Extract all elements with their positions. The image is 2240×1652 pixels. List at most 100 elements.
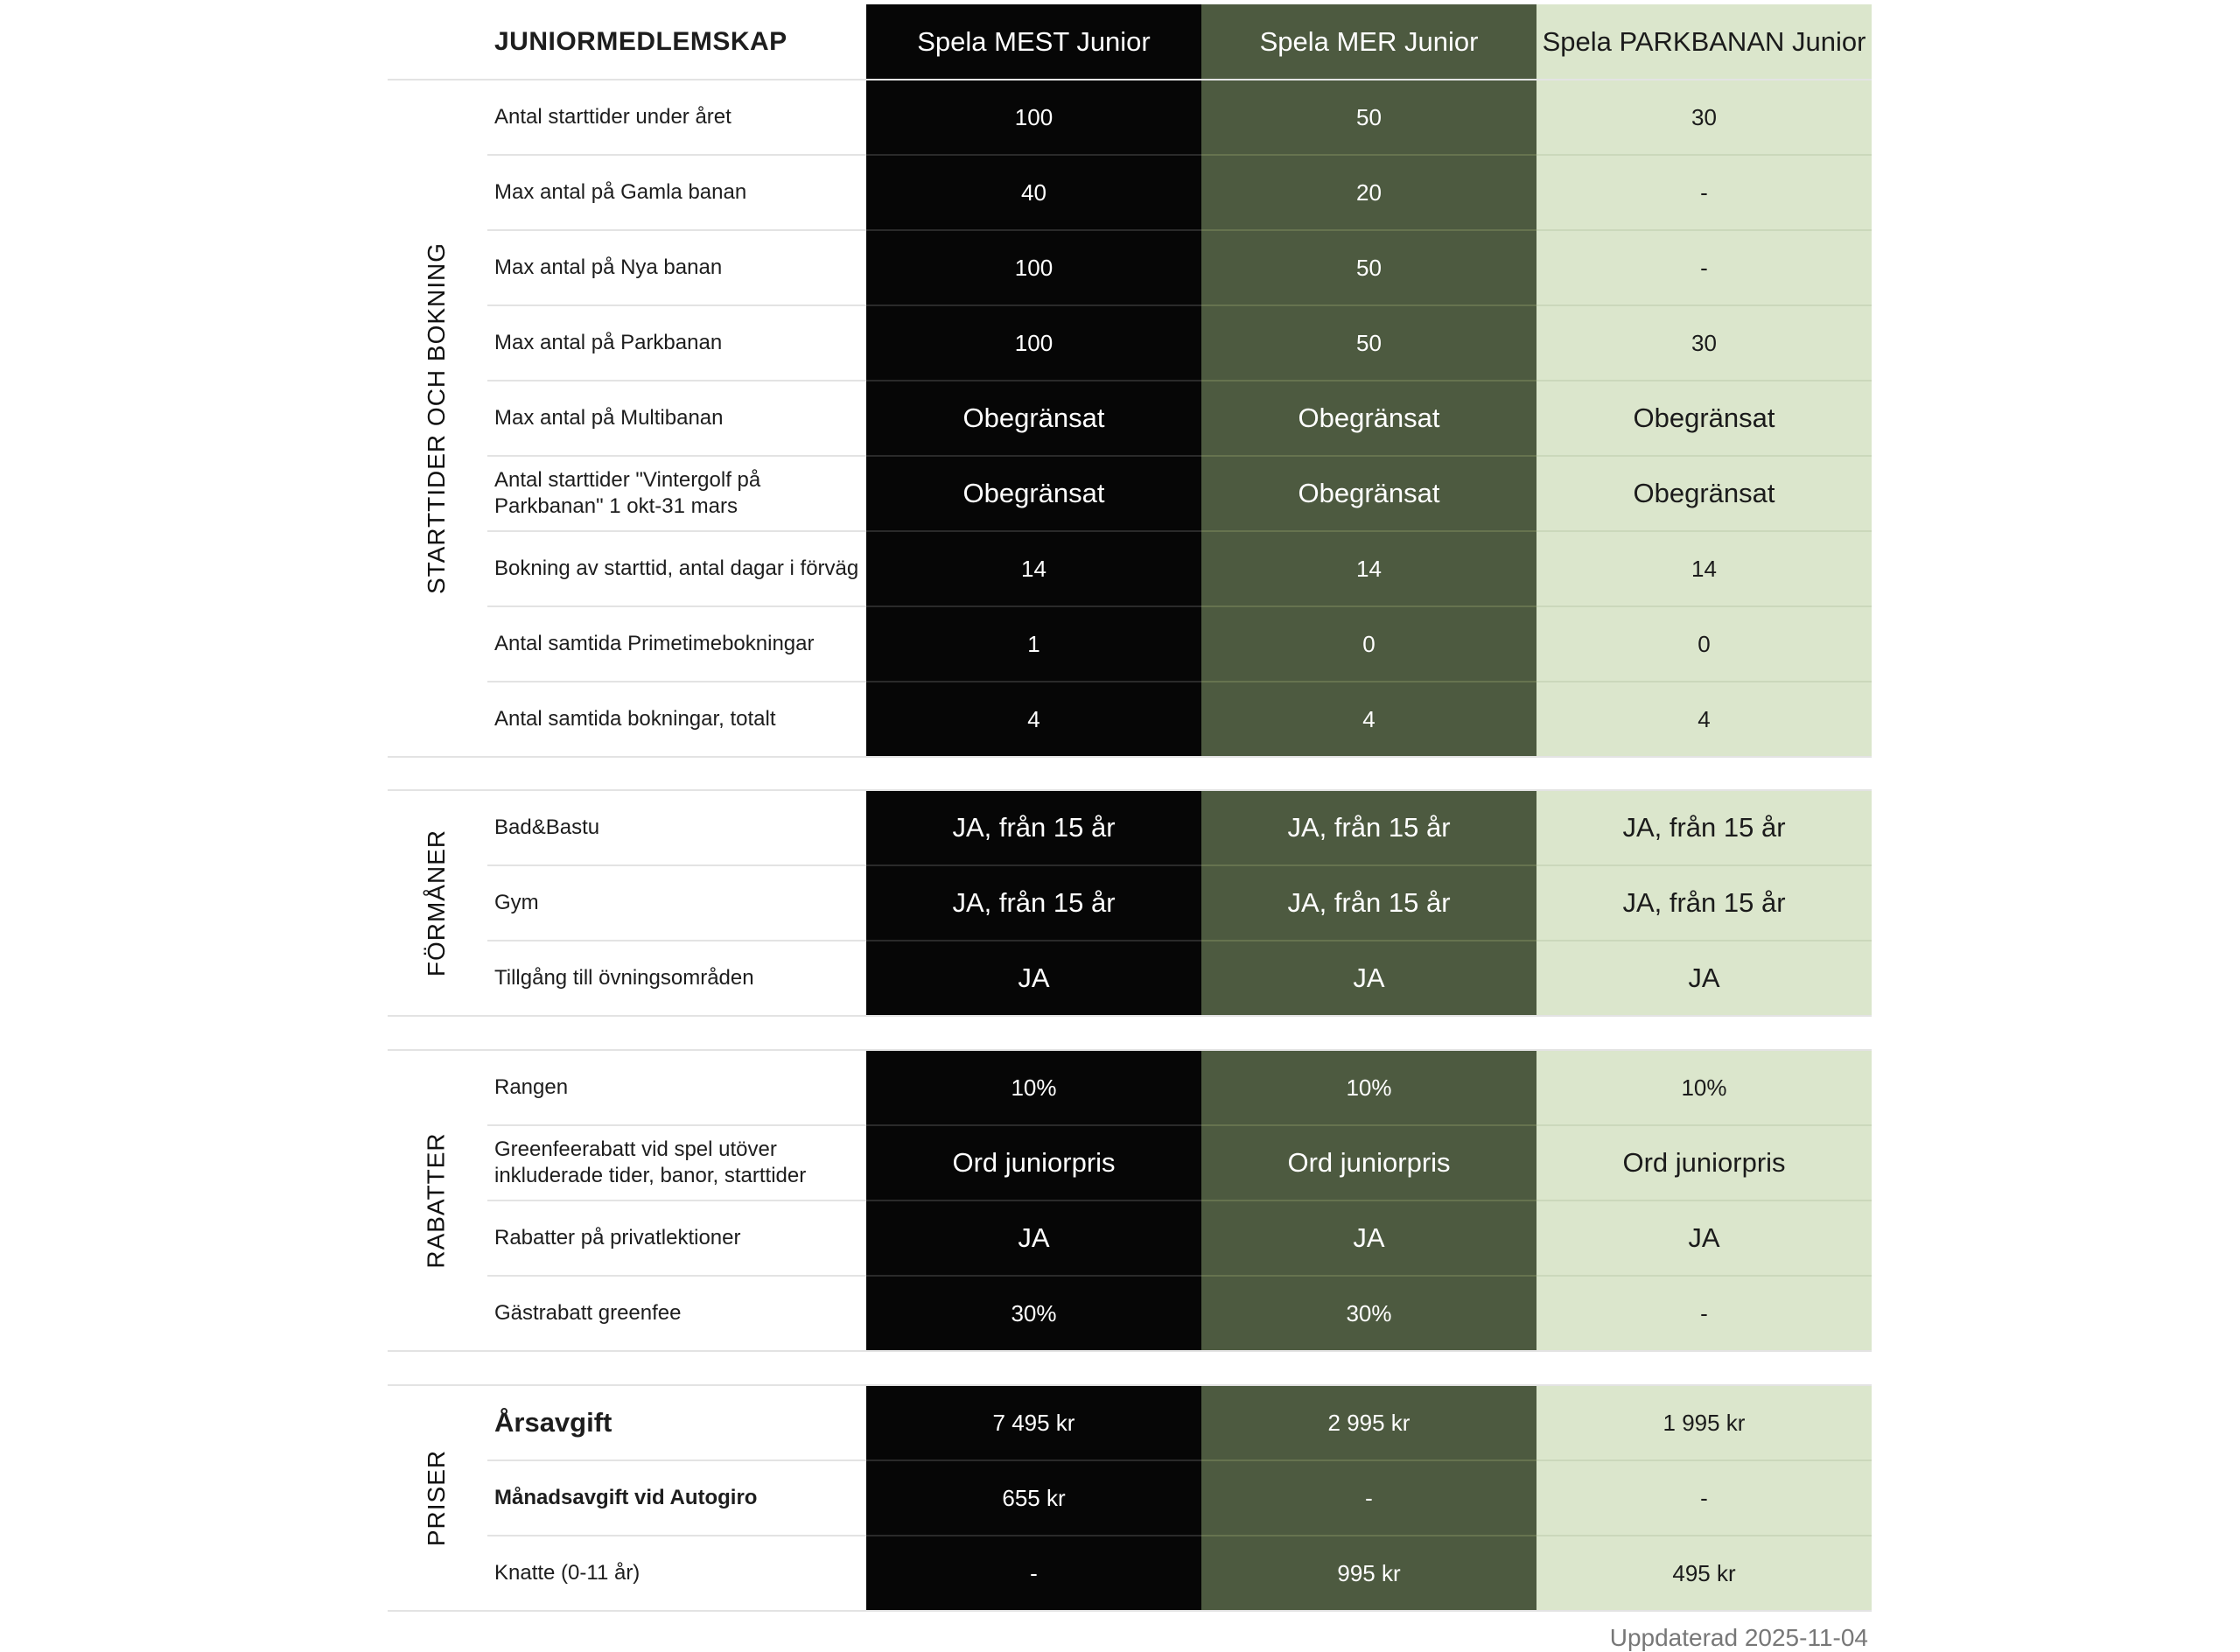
row-divider bbox=[1536, 864, 1872, 866]
row-divider bbox=[1201, 530, 1536, 532]
table-cell: 995 kr bbox=[1337, 1559, 1401, 1586]
section-label-text: FÖRMÅNER bbox=[423, 829, 451, 977]
section-label: FÖRMÅNER bbox=[388, 790, 486, 1016]
row-divider bbox=[1201, 455, 1536, 457]
table-cell: 100 bbox=[1014, 254, 1054, 281]
table-cell: JA bbox=[1688, 1222, 1720, 1253]
row-divider bbox=[1201, 1275, 1536, 1277]
row-divider bbox=[866, 1275, 1201, 1277]
table-cell: 30 bbox=[1691, 329, 1717, 356]
section-label-text: RABATTER bbox=[423, 1132, 450, 1269]
row-divider bbox=[487, 606, 866, 607]
section-border bbox=[388, 1350, 1872, 1352]
row-divider bbox=[487, 229, 866, 231]
column-header: Spela MEST Junior bbox=[917, 26, 1151, 57]
table-cell: 50 bbox=[1356, 254, 1382, 281]
table-cell: 2 995 kr bbox=[1327, 1409, 1410, 1436]
table-cell: 14 bbox=[1356, 555, 1382, 582]
row-divider bbox=[866, 530, 1201, 532]
column-block bbox=[1201, 4, 1536, 80]
table-cell: Obegränsat bbox=[962, 402, 1105, 433]
row-divider bbox=[487, 1200, 866, 1201]
table-cell: JA, från 15 år bbox=[952, 812, 1116, 843]
table-cell: 100 bbox=[1014, 103, 1054, 130]
row-divider bbox=[487, 154, 866, 156]
row-label: Rabatter på privatlektioner bbox=[494, 1226, 741, 1250]
row-divider bbox=[487, 1124, 866, 1126]
row-divider bbox=[1536, 304, 1872, 306]
table-cell: 30% bbox=[1011, 1299, 1057, 1326]
table-cell: 4 bbox=[1698, 705, 1711, 732]
section-border bbox=[388, 756, 1872, 758]
section-border bbox=[388, 1015, 1872, 1017]
table-cell: Ord juniorpris bbox=[952, 1147, 1116, 1178]
section-border bbox=[388, 1049, 1872, 1051]
section-border bbox=[388, 79, 1872, 80]
row-divider bbox=[1201, 681, 1536, 682]
table-cell: 4 bbox=[1027, 705, 1040, 732]
row-divider bbox=[1201, 1535, 1536, 1536]
row-divider bbox=[1536, 530, 1872, 532]
table-cell: 495 kr bbox=[1672, 1559, 1736, 1586]
table-title: JUNIORMEDLEMSKAP bbox=[494, 27, 788, 56]
row-divider bbox=[866, 154, 1201, 156]
table-cell: Obegränsat bbox=[1298, 402, 1440, 433]
row-divider bbox=[866, 1535, 1201, 1536]
row-label: Gym bbox=[494, 891, 539, 914]
table-cell: 50 bbox=[1356, 103, 1382, 130]
table-cell: - bbox=[1700, 1299, 1708, 1326]
row-label: Månadsavgift vid Autogiro bbox=[494, 1486, 758, 1509]
section-label-text: STARTTIDER OCH BOKNING bbox=[423, 242, 451, 595]
row-label: Antal starttider under året bbox=[494, 105, 732, 129]
row-label: Tillgång till övningsområden bbox=[494, 966, 754, 990]
row-divider bbox=[866, 304, 1201, 306]
row-divider bbox=[1201, 1124, 1536, 1126]
row-divider bbox=[487, 1275, 866, 1277]
row-label: Max antal på Nya banan bbox=[494, 256, 723, 279]
table-cell: Ord juniorpris bbox=[1622, 1147, 1786, 1178]
table-cell: - bbox=[1365, 1484, 1373, 1511]
table-cell: JA, från 15 år bbox=[1287, 812, 1451, 843]
updated-date: Uppdaterad 2025-11-04 bbox=[1609, 1624, 1868, 1651]
column-block bbox=[866, 80, 1201, 757]
row-label: Årsavgift bbox=[494, 1407, 612, 1438]
table-cell: JA, från 15 år bbox=[952, 887, 1116, 918]
row-divider bbox=[1536, 1460, 1872, 1461]
row-divider bbox=[866, 380, 1201, 382]
table-cell: 50 bbox=[1356, 329, 1382, 356]
section-border bbox=[388, 789, 1872, 791]
column-block bbox=[866, 4, 1201, 80]
section-label: STARTTIDER OCH BOKNING bbox=[388, 80, 486, 757]
section-border bbox=[388, 1610, 1872, 1612]
column-block bbox=[1536, 4, 1872, 80]
row-divider bbox=[487, 1460, 866, 1461]
row-divider bbox=[1201, 606, 1536, 607]
row-divider bbox=[866, 681, 1201, 682]
table-cell: JA bbox=[1688, 962, 1720, 993]
table-cell: - bbox=[1030, 1559, 1038, 1586]
table-cell: JA bbox=[1353, 1222, 1385, 1253]
table-cell: 20 bbox=[1356, 178, 1382, 206]
table-cell: JA, från 15 år bbox=[1622, 812, 1786, 843]
column-block bbox=[1536, 1385, 1872, 1611]
table-cell: Obegränsat bbox=[1633, 478, 1775, 508]
table-cell: 0 bbox=[1698, 630, 1711, 657]
row-label: Max antal på Parkbanan bbox=[494, 331, 723, 354]
table-cell: 14 bbox=[1021, 555, 1046, 582]
row-divider bbox=[1201, 1460, 1536, 1461]
table-cell: Ord juniorpris bbox=[1287, 1147, 1451, 1178]
row-divider bbox=[487, 530, 866, 532]
table-cell: 1 bbox=[1027, 630, 1040, 657]
row-divider bbox=[866, 455, 1201, 457]
section-label: RABATTER bbox=[388, 1050, 486, 1351]
row-divider bbox=[487, 1535, 866, 1536]
row-divider bbox=[1536, 940, 1872, 942]
row-label: Antal samtida Primetimebokningar bbox=[494, 632, 815, 655]
row-label: Max antal på Gamla banan bbox=[494, 180, 747, 204]
row-label: Greenfeerabatt vid spel utöver inkludera… bbox=[494, 1138, 807, 1187]
column-block bbox=[1201, 1385, 1536, 1611]
table-cell: JA, från 15 år bbox=[1622, 887, 1786, 918]
table-cell: - bbox=[1700, 178, 1708, 206]
row-divider bbox=[1536, 229, 1872, 231]
